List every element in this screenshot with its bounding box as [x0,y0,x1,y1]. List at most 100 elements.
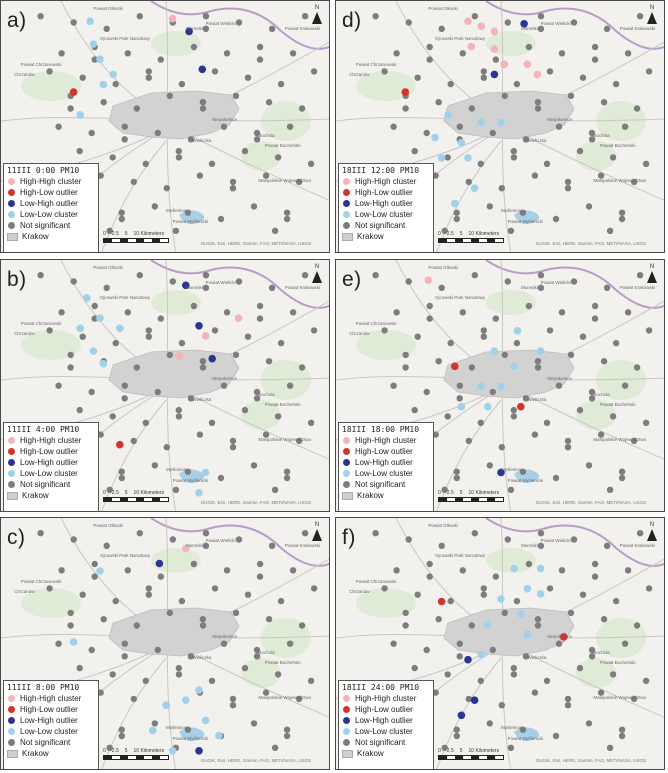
not-significant-dot [570,278,578,285]
not-significant-dot [579,333,587,340]
not-significant-dot [130,178,137,186]
not-significant-dot [618,209,626,216]
high-high-cluster-dot [500,60,509,69]
not-significant-dot [145,333,152,340]
not-significant-dot [525,302,533,310]
low-low-cluster-dot [444,111,452,119]
not-significant-dot [402,105,409,112]
admin-border [150,260,329,309]
place-name: Bochnia [258,649,275,655]
not-significant-dot [558,567,566,574]
not-significant-dot [199,616,207,623]
high-low-outlier-dot [451,362,459,371]
low-low-cluster-dot [431,133,439,142]
legend-swatch [343,178,350,185]
panel-label: c) [7,526,26,549]
not-significant-dot [591,302,599,310]
not-significant-dot [453,474,460,482]
admin-border [485,260,664,309]
not-significant-dot [603,25,611,32]
not-significant-dot [220,640,228,647]
low-low-cluster-dot [96,314,104,322]
not-significant-dot [151,203,158,210]
not-significant-dot [175,147,182,155]
low-low-cluster-dot [116,324,124,333]
not-significant-dot [277,80,285,88]
low-low-cluster-dot [536,564,545,573]
not-significant-dot [423,646,430,654]
legend-swatch [8,717,15,724]
legend-swatch [8,728,15,735]
park-area [596,618,646,658]
not-significant-dot [411,406,418,414]
scale-tick: 5 [459,490,463,496]
legend-item: Not significant [342,479,430,490]
not-significant-dot [501,609,508,617]
not-significant-dot [585,203,593,210]
high-low-outlier-dot [517,402,525,411]
not-significant-dot [190,43,198,51]
not-significant-dot [579,591,587,598]
not-significant-dot [229,185,237,192]
park-area [356,71,416,101]
park-area [356,588,416,618]
not-significant-dot [519,726,527,733]
not-significant-dot [91,56,98,63]
not-significant-dot [229,437,237,445]
legend-item: High-High cluster [342,435,430,446]
not-significant-dot [426,315,433,322]
not-significant-dot [55,382,62,389]
not-significant-dot [537,272,545,279]
place-name: Małopolskie Województwo [258,178,312,184]
legend-label: High-High cluster [20,177,82,186]
legend-item: High-High cluster [7,693,95,704]
not-significant-dot [241,406,249,414]
not-significant-dot [271,486,279,493]
not-significant-dot [262,172,270,179]
not-significant-dot [217,215,225,223]
not-significant-dot [229,178,237,186]
place-name: Małopolskie Województwo [593,437,647,443]
place-name: Powiat Olkuski [428,523,458,529]
legend-swatch [343,695,350,702]
place-name: Bochnia [593,649,610,655]
admin-border [485,1,664,50]
not-significant-dot [588,129,596,137]
place-name: Myślenice [166,725,187,731]
not-significant-dot [268,25,276,32]
not-significant-dot [310,585,318,592]
scale-tick: 5 [124,231,128,237]
place-name: Wieliczka [192,137,212,143]
low-low-cluster-dot [484,402,492,411]
krakow-swatch [7,749,18,758]
not-significant-dot [534,358,542,365]
scale-tick: 0 [103,748,106,754]
legend-item-krakow: Krakow [342,748,430,759]
krakow-swatch [7,232,18,241]
not-significant-dot [67,105,74,112]
not-significant-dot [283,732,291,740]
place-name: Wieliczka [527,137,547,143]
not-significant-dot [645,68,653,75]
low-high-outlier-dot [208,354,216,363]
not-significant-dot [513,597,521,605]
not-significant-dot [124,50,131,57]
not-significant-dot [390,123,397,130]
not-significant-dot [178,80,186,88]
place-name: Powiat Myślenicki [172,477,209,483]
not-significant-dot [79,333,86,340]
high-low-outlier-dot [437,597,446,606]
not-significant-dot [244,333,252,340]
not-significant-dot [307,677,315,684]
not-significant-dot [256,573,264,580]
not-significant-dot [645,327,653,334]
scale-bar-graphic [103,238,169,243]
park-area [241,658,281,688]
not-significant-dot [133,105,140,112]
not-significant-dot [390,382,397,389]
place-name: Małopolskie Województwo [258,437,312,443]
low-low-cluster-dot [510,362,518,371]
basemap [336,518,664,769]
not-significant-dot [501,92,508,100]
not-significant-dot [426,560,433,568]
